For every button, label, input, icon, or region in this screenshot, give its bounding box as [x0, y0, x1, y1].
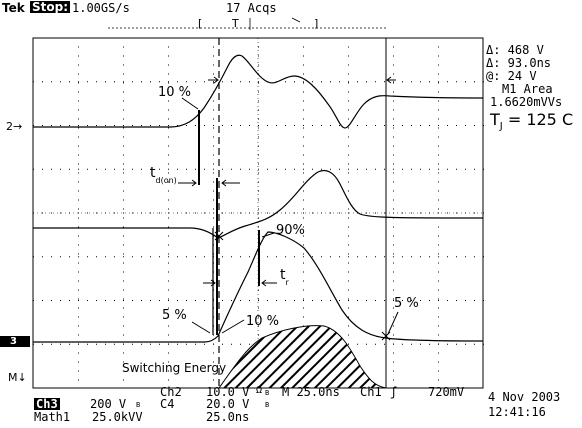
switching-energy-label: Switching Energy: [122, 361, 227, 375]
trigger-position-marker[interactable]: T: [232, 17, 239, 30]
ninety-pct-label: 90%: [276, 223, 305, 238]
run-state-badge[interactable]: Stop:: [30, 0, 71, 14]
ch4-scale: 20.0 V: [206, 397, 250, 411]
ch3-scale: 200 V: [90, 397, 127, 411]
junction-temp-label: TJ = 125 C: [490, 110, 574, 132]
five-pct-left-leader: [191, 321, 211, 334]
brand-label: Tek: [2, 1, 25, 15]
cursor-2-top-arrow: [386, 76, 396, 84]
ten-pct-top-leader: [181, 97, 199, 110]
tr-label: tr: [280, 267, 289, 287]
tr-arrow-right: [261, 279, 277, 287]
cursor-2-cross: [381, 331, 391, 341]
math1-timebase: 25.0ns: [206, 410, 250, 424]
ch2-scale: 10.0 V: [206, 385, 250, 399]
ch3-ground-marker[interactable]: [0, 336, 30, 347]
td-on-label: td(on): [150, 165, 177, 185]
ch4-label: C4: [160, 397, 175, 411]
ch3-position-label: 3: [10, 336, 17, 347]
ch2-label: Ch2: [160, 385, 182, 399]
tr-arrow-left: [203, 279, 216, 287]
ch2-impedance-icon: Ω: [256, 385, 263, 396]
cursor-1-top-arrow: [208, 76, 219, 84]
ten-pct-bottom-label: 10 %: [246, 314, 280, 329]
delta-time-readout: Δ: 93.0ns: [486, 56, 552, 70]
ch4-waveform: [33, 169, 484, 239]
trigger-bracket-left: [: [198, 17, 203, 30]
ch2-waveform: [33, 54, 484, 129]
timebase-readout: M 25.0ns: [282, 385, 340, 399]
math-area-value: 1.6620mVVs: [490, 95, 563, 109]
five-pct-left-label: 5 %: [162, 308, 187, 323]
time-readout: 12:41:16: [488, 405, 546, 419]
ch3-waveform: [33, 231, 484, 343]
ch4-bw-icon: B: [265, 401, 270, 409]
trigger-source: Ch1: [360, 385, 382, 399]
five-pct-right-label: 5 %: [394, 296, 419, 311]
math-area-label: M1 Area: [502, 82, 553, 96]
ten-pct-bottom-leader: [221, 319, 245, 334]
ninety-pct-leader: [261, 232, 275, 238]
graticule-dots: [33, 37, 484, 381]
ten-pct-top-label: 10 %: [158, 85, 192, 100]
delta-voltage-readout: Δ: 468 V: [486, 43, 544, 57]
ch3-bw-icon: B: [136, 401, 141, 409]
switching-energy-area: [218, 325, 387, 389]
graticule-center-axes: [33, 38, 483, 388]
cursor-at-readout: @: 24 V: [486, 69, 537, 83]
five-pct-right-leader: [387, 311, 399, 335]
ch2-position-marker[interactable]: 2→: [6, 120, 23, 133]
ch3-label: Ch3: [34, 397, 60, 411]
trigger-slope-icon: ʃ: [390, 385, 398, 399]
math1-label: Math1: [34, 410, 71, 424]
sample-rate: 1.00GS/s: [72, 1, 130, 15]
td-on-arrow-left: [178, 179, 197, 187]
date-readout: 4 Nov 2003: [488, 390, 561, 404]
td-on-arrow-right: [221, 179, 240, 187]
math1-scale: 25.0kVV: [92, 410, 143, 424]
trigger-level: 720mV: [428, 385, 465, 399]
trigger-position-bar: [108, 17, 386, 30]
graticule-grid: [33, 37, 484, 388]
ch2-bw-icon: B: [265, 389, 270, 397]
cursor-1-cross: [214, 231, 224, 241]
acquisition-count: 17 Acqs: [226, 1, 277, 15]
math-position-marker[interactable]: M↓: [8, 371, 27, 384]
trigger-bracket-right: ]: [314, 17, 319, 30]
